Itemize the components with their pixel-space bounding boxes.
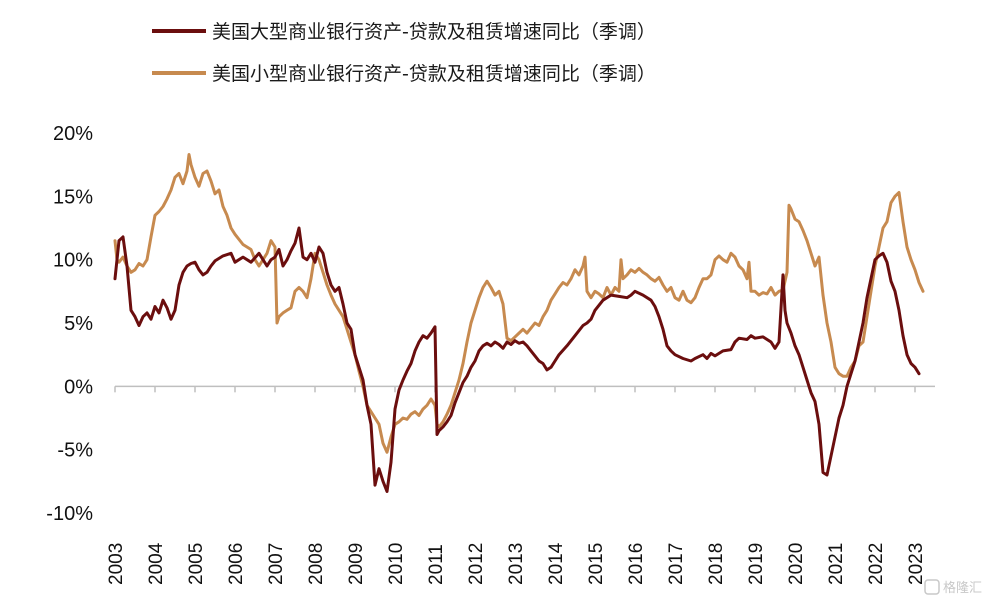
plot-area bbox=[113, 153, 925, 493]
x-tick-label: 2005 bbox=[186, 543, 207, 585]
y-tick-label: 0% bbox=[64, 376, 93, 398]
y-tick-label: 10% bbox=[53, 250, 93, 272]
x-tick-label: 2012 bbox=[466, 543, 487, 585]
x-tick-label: 2003 bbox=[106, 543, 127, 585]
x-tick-label: 2022 bbox=[866, 543, 887, 585]
series-line-large-banks bbox=[113, 226, 921, 493]
y-tick-label: -10% bbox=[46, 503, 93, 525]
x-tick-label: 2020 bbox=[786, 543, 807, 585]
watermark-logo-icon bbox=[924, 579, 940, 595]
x-tick-label: 2015 bbox=[586, 543, 607, 585]
x-tick-label: 2013 bbox=[506, 543, 527, 585]
watermark-text: 格隆汇 bbox=[943, 580, 982, 596]
x-tick-label: 2017 bbox=[666, 543, 687, 585]
y-tick-label: 15% bbox=[53, 186, 93, 208]
x-tick-label: 2007 bbox=[266, 543, 287, 585]
x-tick-label: 2010 bbox=[386, 543, 407, 585]
x-tick-label: 2016 bbox=[626, 543, 647, 585]
x-tick-label: 2014 bbox=[546, 542, 567, 585]
x-tick-label: 2011 bbox=[426, 544, 447, 585]
legend: 美国大型商业银行资产-贷款及租赁增速同比（季调） 美国小型商业银行资产-贷款及租… bbox=[152, 21, 656, 85]
x-tick-label: 2018 bbox=[706, 543, 727, 585]
x-tick-label: 2004 bbox=[146, 542, 167, 585]
y-tick-label: 5% bbox=[64, 313, 93, 335]
x-tick-label: 2023 bbox=[906, 543, 927, 585]
legend-label-small-banks: 美国小型商业银行资产-贷款及租赁增速同比（季调） bbox=[212, 63, 656, 85]
x-tick-label: 2006 bbox=[226, 543, 247, 585]
watermark: 格隆汇 bbox=[924, 579, 982, 596]
x-tick-label: 2021 bbox=[826, 543, 847, 585]
x-axis: 2003 2004 2005 2006 2007 2008 2009 2010 2011 2012… bbox=[106, 385, 935, 585]
x-tick-label: 2008 bbox=[306, 543, 327, 585]
y-tick-label: -5% bbox=[57, 440, 93, 462]
y-axis: -10% -5% 0% 5% 10% 15% 20% bbox=[46, 123, 93, 525]
y-tick-label: 20% bbox=[53, 123, 93, 145]
x-tick-label: 2019 bbox=[746, 543, 767, 585]
legend-label-large-banks: 美国大型商业银行资产-贷款及租赁增速同比（季调） bbox=[212, 21, 656, 43]
x-tick-label: 2009 bbox=[346, 543, 367, 585]
series-line-small-banks bbox=[113, 153, 925, 454]
